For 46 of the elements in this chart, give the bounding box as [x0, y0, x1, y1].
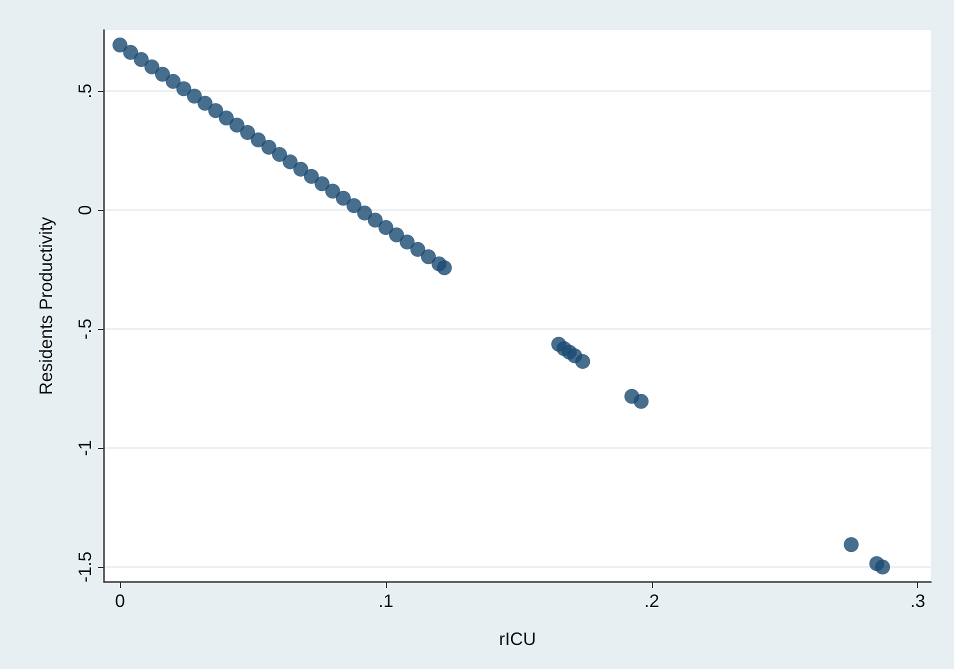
- point: [112, 37, 128, 52]
- point: [208, 103, 224, 118]
- point: [155, 66, 170, 82]
- y-tick-label: .5: [75, 84, 95, 99]
- point: [346, 198, 362, 214]
- point: [420, 249, 436, 264]
- point: [186, 88, 202, 104]
- point: [250, 132, 266, 148]
- point: [389, 227, 404, 242]
- x-tick-label: .3: [910, 591, 926, 611]
- point: [634, 394, 649, 409]
- point: [410, 242, 426, 257]
- point: [436, 260, 452, 276]
- y-tick-label: -1.5: [75, 551, 95, 583]
- point: [229, 118, 244, 133]
- y-axis-title: Residents Productivity: [36, 216, 56, 396]
- y-tick-label: 0: [75, 205, 95, 216]
- point: [575, 354, 590, 369]
- point: [378, 220, 394, 235]
- x-tick-label: 0: [114, 591, 125, 611]
- point: [314, 176, 330, 192]
- x-axis-title: rICU: [499, 629, 536, 649]
- point: [240, 125, 256, 140]
- point: [261, 140, 276, 155]
- point: [400, 234, 415, 250]
- point: [282, 154, 298, 170]
- point: [293, 162, 308, 177]
- point: [144, 59, 160, 74]
- point: [218, 110, 234, 126]
- point: [272, 146, 288, 162]
- point: [123, 44, 138, 60]
- point: [875, 560, 890, 575]
- x-tick-label: .2: [644, 591, 660, 611]
- point: [844, 537, 859, 552]
- x-tick-label: .1: [378, 591, 394, 611]
- point: [336, 190, 351, 206]
- point: [198, 96, 213, 111]
- point: [325, 184, 340, 199]
- point: [357, 205, 372, 220]
- point: [176, 81, 192, 96]
- point: [134, 52, 149, 67]
- point: [166, 74, 181, 89]
- point: [304, 168, 319, 184]
- y-tick-label: -1: [75, 440, 95, 456]
- y-tick-label: -.5: [75, 318, 95, 340]
- point: [368, 212, 383, 228]
